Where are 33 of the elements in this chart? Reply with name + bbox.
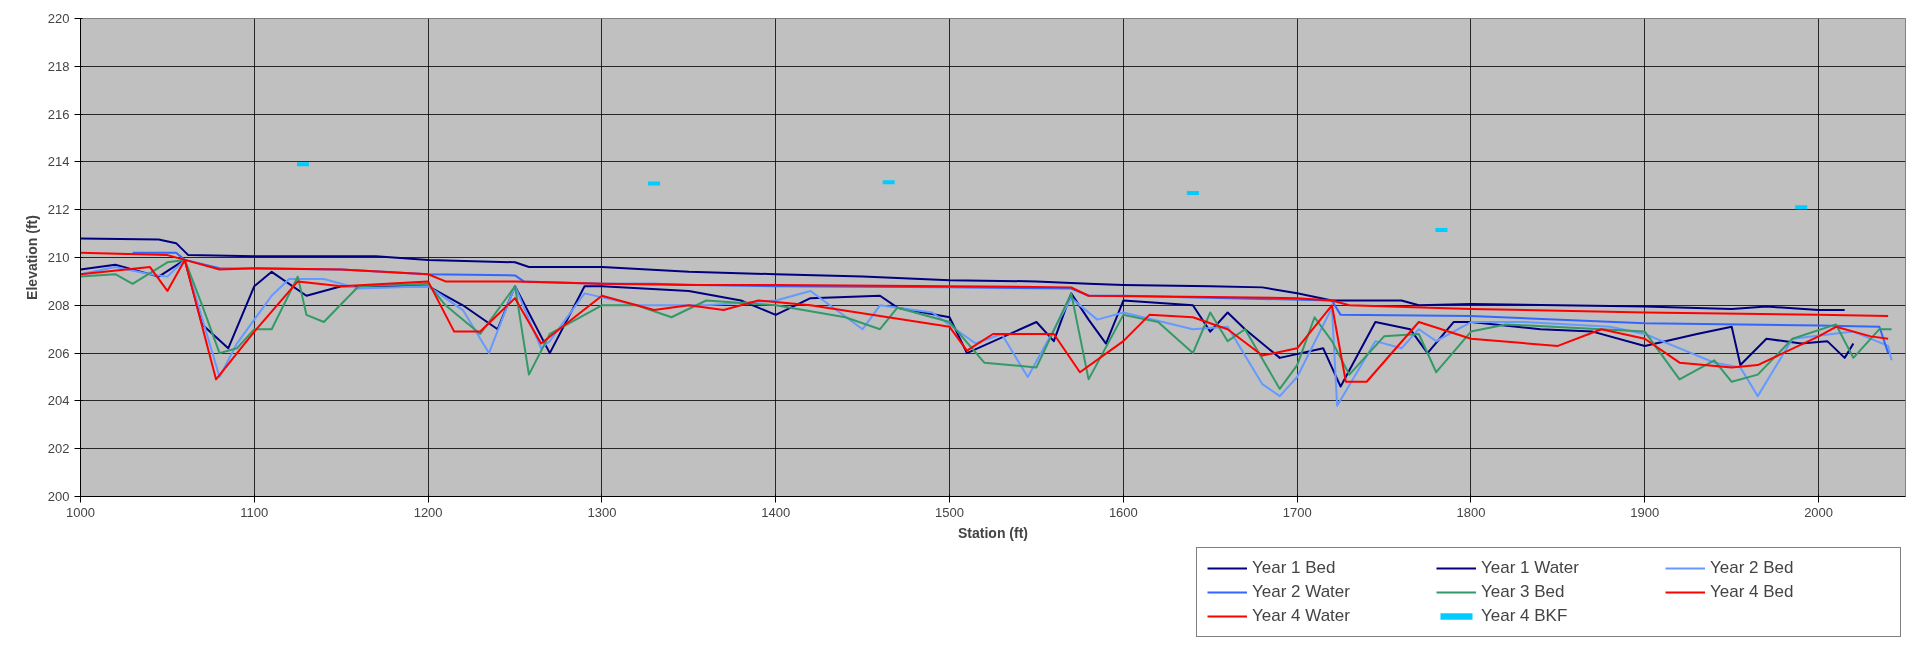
x-tick-label: 1200 bbox=[413, 504, 443, 520]
legend-label: Year 1 Water bbox=[1481, 558, 1580, 578]
x-tick-label: 1000 bbox=[66, 504, 95, 520]
x-tick-label: 1800 bbox=[1456, 504, 1486, 520]
y-tick-label: 210 bbox=[47, 250, 70, 265]
x-tick-label: 1600 bbox=[1108, 504, 1138, 520]
y-tick-label: 214 bbox=[47, 154, 70, 170]
y-tick-label: 216 bbox=[47, 106, 70, 122]
y-tick-label: 212 bbox=[47, 202, 70, 218]
x-tick-label: 2000 bbox=[1804, 504, 1834, 520]
legend-label: Year 3 Bed bbox=[1481, 582, 1566, 602]
x-tick-label: 1400 bbox=[761, 504, 791, 520]
x-tick-label: 1100 bbox=[240, 504, 269, 520]
y-tick-label: 208 bbox=[47, 297, 70, 313]
y-tick-label: 200 bbox=[47, 489, 70, 504]
legend-label: Year 4 Water bbox=[1252, 606, 1351, 626]
legend-label: Year 2 Water bbox=[1252, 582, 1351, 602]
legend-label: Year 1 Bed bbox=[1252, 558, 1337, 578]
line-series bbox=[80, 237, 1846, 312]
legend-label: Year 4 Bed bbox=[1710, 582, 1795, 602]
y-tick-label: 220 bbox=[47, 11, 70, 26]
legend-label: Year 2 Bed bbox=[1710, 558, 1795, 578]
y-tick-label: 206 bbox=[47, 345, 70, 361]
y-tick-label: 204 bbox=[47, 393, 70, 409]
y-axis-title: Elevation (ft) bbox=[23, 215, 40, 300]
legend-label: Year 4 BKF bbox=[1481, 606, 1569, 626]
x-tick-label: 1900 bbox=[1630, 504, 1660, 520]
x-tick-label: 1700 bbox=[1282, 504, 1312, 520]
x-tick-label: 1300 bbox=[587, 504, 617, 520]
x-axis-title: Station (ft) bbox=[958, 524, 1028, 541]
x-tick-label: 1500 bbox=[935, 504, 965, 520]
y-tick-label: 218 bbox=[47, 58, 70, 74]
y-tick-label: 202 bbox=[47, 441, 70, 457]
